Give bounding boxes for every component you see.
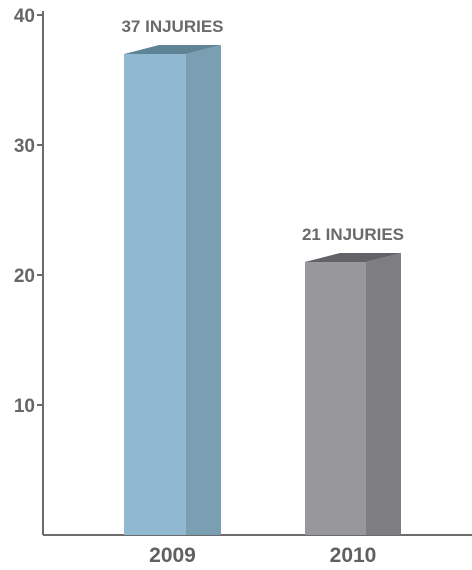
bar-top-face — [124, 45, 221, 54]
y-axis-ticks: 10 20 30 40 — [14, 6, 43, 417]
axes — [42, 11, 472, 536]
x-category-label: 2010 — [330, 544, 377, 567]
bar-front-face — [305, 262, 366, 535]
bar-top-face — [305, 253, 401, 262]
bar-side-face — [366, 253, 401, 535]
bars — [124, 45, 401, 535]
bar-front-face — [124, 54, 186, 535]
y-tick-label: 20 — [14, 266, 35, 287]
labels: 37 INJURIES 2009 21 INJURIES 2010 — [121, 17, 404, 567]
y-tick-label: 10 — [14, 396, 35, 417]
bar-data-label: 37 INJURIES — [121, 17, 223, 36]
bar-side-face — [186, 45, 221, 535]
y-tick-label: 40 — [14, 6, 35, 27]
bar-2010 — [305, 253, 401, 535]
bar-data-label: 21 INJURIES — [302, 225, 404, 244]
bar-2009 — [124, 45, 221, 535]
y-tick-label: 30 — [14, 136, 35, 157]
x-category-label: 2009 — [149, 544, 196, 567]
